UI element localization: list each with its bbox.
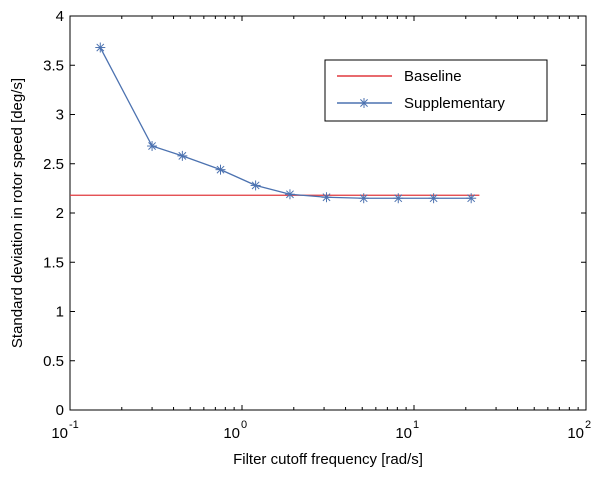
- data-point-supplementary-3-stroke-3: [216, 165, 225, 174]
- x-tick-label-exp-1: 0: [241, 419, 247, 431]
- data-point-supplementary-3: [215, 164, 226, 175]
- legend-asterisk: [359, 98, 369, 108]
- y-tick-label-7: 3.5: [43, 57, 64, 74]
- data-point-supplementary-8: [393, 193, 404, 204]
- data-point-supplementary-10: [466, 193, 477, 204]
- data-point-supplementary-6-stroke-3: [322, 193, 331, 202]
- data-point-supplementary-7-stroke-3: [359, 194, 368, 203]
- x-axis-title: Filter cutoff frequency [rad/s]: [233, 451, 423, 468]
- x-tick-label-0: 10: [51, 425, 68, 442]
- legend-label-supplementary: Supplementary: [404, 95, 505, 112]
- x-tick-label-exp-2: 1: [413, 419, 419, 431]
- y-tick-label-3: 1.5: [43, 254, 64, 271]
- legend-box: [324, 59, 548, 122]
- legend-label-baseline: Baseline: [404, 68, 462, 85]
- x-tick-label-3: 10: [567, 425, 584, 442]
- y-axis-title: Standard deviation in rotor speed [deg/s…: [9, 78, 26, 348]
- data-point-supplementary-0-stroke-3: [96, 43, 105, 52]
- legend: Baseline Supplementary: [324, 59, 548, 122]
- data-point-supplementary-5: [284, 189, 295, 200]
- y-tick-label-5: 2.5: [43, 156, 64, 173]
- data-point-supplementary-2: [177, 150, 188, 161]
- y-tick-label-2: 1: [56, 304, 64, 321]
- data-point-supplementary-4: [250, 180, 261, 191]
- y-tick-label-0: 0: [56, 402, 64, 419]
- x-tick-label-exp-0: -1: [69, 419, 79, 431]
- x-tick-label-exp-3: 2: [585, 419, 591, 431]
- x-tick-label-1: 10: [223, 425, 240, 442]
- series-layer: [70, 42, 480, 204]
- y-tick-label-1: 0.5: [43, 353, 64, 370]
- data-point-supplementary-1: [147, 141, 158, 152]
- data-point-supplementary-2-stroke-3: [178, 151, 187, 160]
- data-point-supplementary-4-stroke-3: [251, 181, 260, 190]
- legend-marker-supplementary: [359, 98, 369, 108]
- data-point-supplementary-10-stroke-3: [467, 194, 476, 203]
- data-point-supplementary-6: [321, 192, 332, 203]
- y-tick-label-6: 3: [56, 107, 64, 124]
- data-point-supplementary-1-stroke-3: [148, 142, 157, 150]
- data-point-supplementary-0: [95, 42, 106, 53]
- data-point-supplementary-5-stroke-3: [285, 190, 294, 199]
- data-point-supplementary-8-stroke-3: [394, 194, 403, 203]
- y-tick-label-4: 2: [56, 205, 64, 222]
- data-point-supplementary-9: [428, 193, 439, 204]
- y-tick-label-8: 4: [56, 8, 64, 25]
- data-point-supplementary-7: [358, 193, 369, 204]
- legend-asterisk-stroke-3: [360, 99, 368, 107]
- x-tick-label-2: 10: [395, 425, 412, 442]
- data-point-supplementary-9-stroke-3: [429, 194, 438, 203]
